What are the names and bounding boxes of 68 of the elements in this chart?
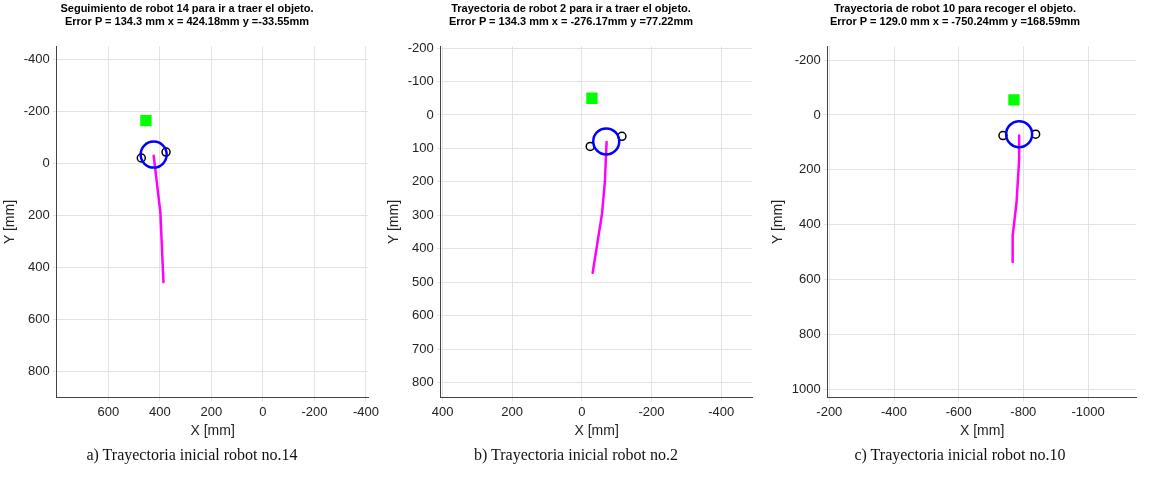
y-tick-label: 600 <box>412 307 434 323</box>
y-tick-label: 800 <box>799 326 821 342</box>
x-tick-label: -400 <box>880 403 908 419</box>
y-tick-label: 400 <box>28 259 50 275</box>
point <box>585 141 595 152</box>
text: b) Trayectoria inicial robot no.2 <box>474 446 678 464</box>
point <box>998 130 1008 141</box>
point <box>1004 119 1034 149</box>
y-axis-title: Y [mm] <box>385 199 402 245</box>
y-tick-label: 200 <box>28 207 50 223</box>
y-tick-label: 0 <box>42 155 50 171</box>
point <box>140 114 152 127</box>
x-tick-label: 0 <box>259 403 267 419</box>
y-tick-label: 200 <box>412 173 434 189</box>
x-tick-label: -200 <box>816 403 843 419</box>
y-tick-label: 800 <box>28 363 50 379</box>
y-tick-label: 100 <box>412 139 434 155</box>
text: c) Trayectoria inicial robot no.10 <box>854 446 1066 464</box>
chart-subtitle: Error P = 134.3 mm x = -276.17mm y =77.22mm <box>448 14 694 27</box>
x-axis-title: X [mm] <box>190 422 235 439</box>
point <box>161 147 171 157</box>
x-tick-label: -400 <box>708 403 735 419</box>
point <box>136 153 147 163</box>
x-tick-label: -800 <box>1010 403 1037 419</box>
y-tick-label: 400 <box>412 240 434 256</box>
x-axis-title: X [mm] <box>959 422 1005 439</box>
y-tick-label: 0 <box>813 106 821 122</box>
y-tick-label: 600 <box>799 271 821 287</box>
text: a) Trayectoria inicial robot no.14 <box>86 446 298 464</box>
x-axis-title: X [mm] <box>574 422 619 439</box>
y-tick-label: 400 <box>799 216 821 232</box>
point <box>1030 129 1041 139</box>
y-axis-title: Y [mm] <box>1 199 18 245</box>
point <box>617 131 627 142</box>
y-tick-label: 800 <box>412 374 434 390</box>
x-tick-label: 600 <box>97 403 120 419</box>
chart-title: Trayectoria de robot 2 para ir a traer el objeto. <box>451 1 691 14</box>
y-tick-label: -100 <box>407 73 434 89</box>
y-tick-label: 600 <box>28 311 50 327</box>
x-tick-label: 200 <box>501 403 524 419</box>
y-tick-label: 300 <box>412 206 434 222</box>
point <box>1008 94 1020 106</box>
chart-title: Trayectoria de robot 10 para recoger el objeto. <box>833 1 1077 14</box>
chart-subtitle: Error P = 129.0 mm x = -750.24mm y =168.59mm <box>829 14 1081 27</box>
x-tick-label: 400 <box>431 403 454 419</box>
point <box>586 92 598 104</box>
y-tick-label: -200 <box>794 51 821 67</box>
point <box>591 127 621 156</box>
x-tick-label: -600 <box>945 403 972 419</box>
chart-subtitle: Error P = 134.3 mm x = 424.18mm y =-33.55mm <box>64 14 310 27</box>
x-tick-label: -400 <box>352 403 379 419</box>
chart-title: Seguimiento de robot 14 para ir a traer el objeto. <box>60 1 314 14</box>
x-tick-label: -1000 <box>1071 403 1105 419</box>
y-tick-label: 700 <box>412 340 434 356</box>
y-tick-label: -200 <box>407 39 434 55</box>
x-tick-label: 400 <box>149 403 171 419</box>
y-tick-label: -400 <box>23 50 50 66</box>
y-tick-label: -200 <box>23 103 50 119</box>
y-tick-label: 200 <box>799 161 821 177</box>
y-tick-label: 500 <box>412 273 434 289</box>
point <box>139 140 168 169</box>
y-axis-title: Y [mm] <box>769 199 786 245</box>
x-tick-label: 0 <box>578 403 586 419</box>
x-tick-label: 200 <box>200 403 223 419</box>
y-tick-label: 0 <box>426 106 434 122</box>
x-tick-label: -200 <box>638 403 665 419</box>
y-tick-label: 1000 <box>791 380 821 396</box>
x-tick-label: -200 <box>301 403 328 419</box>
